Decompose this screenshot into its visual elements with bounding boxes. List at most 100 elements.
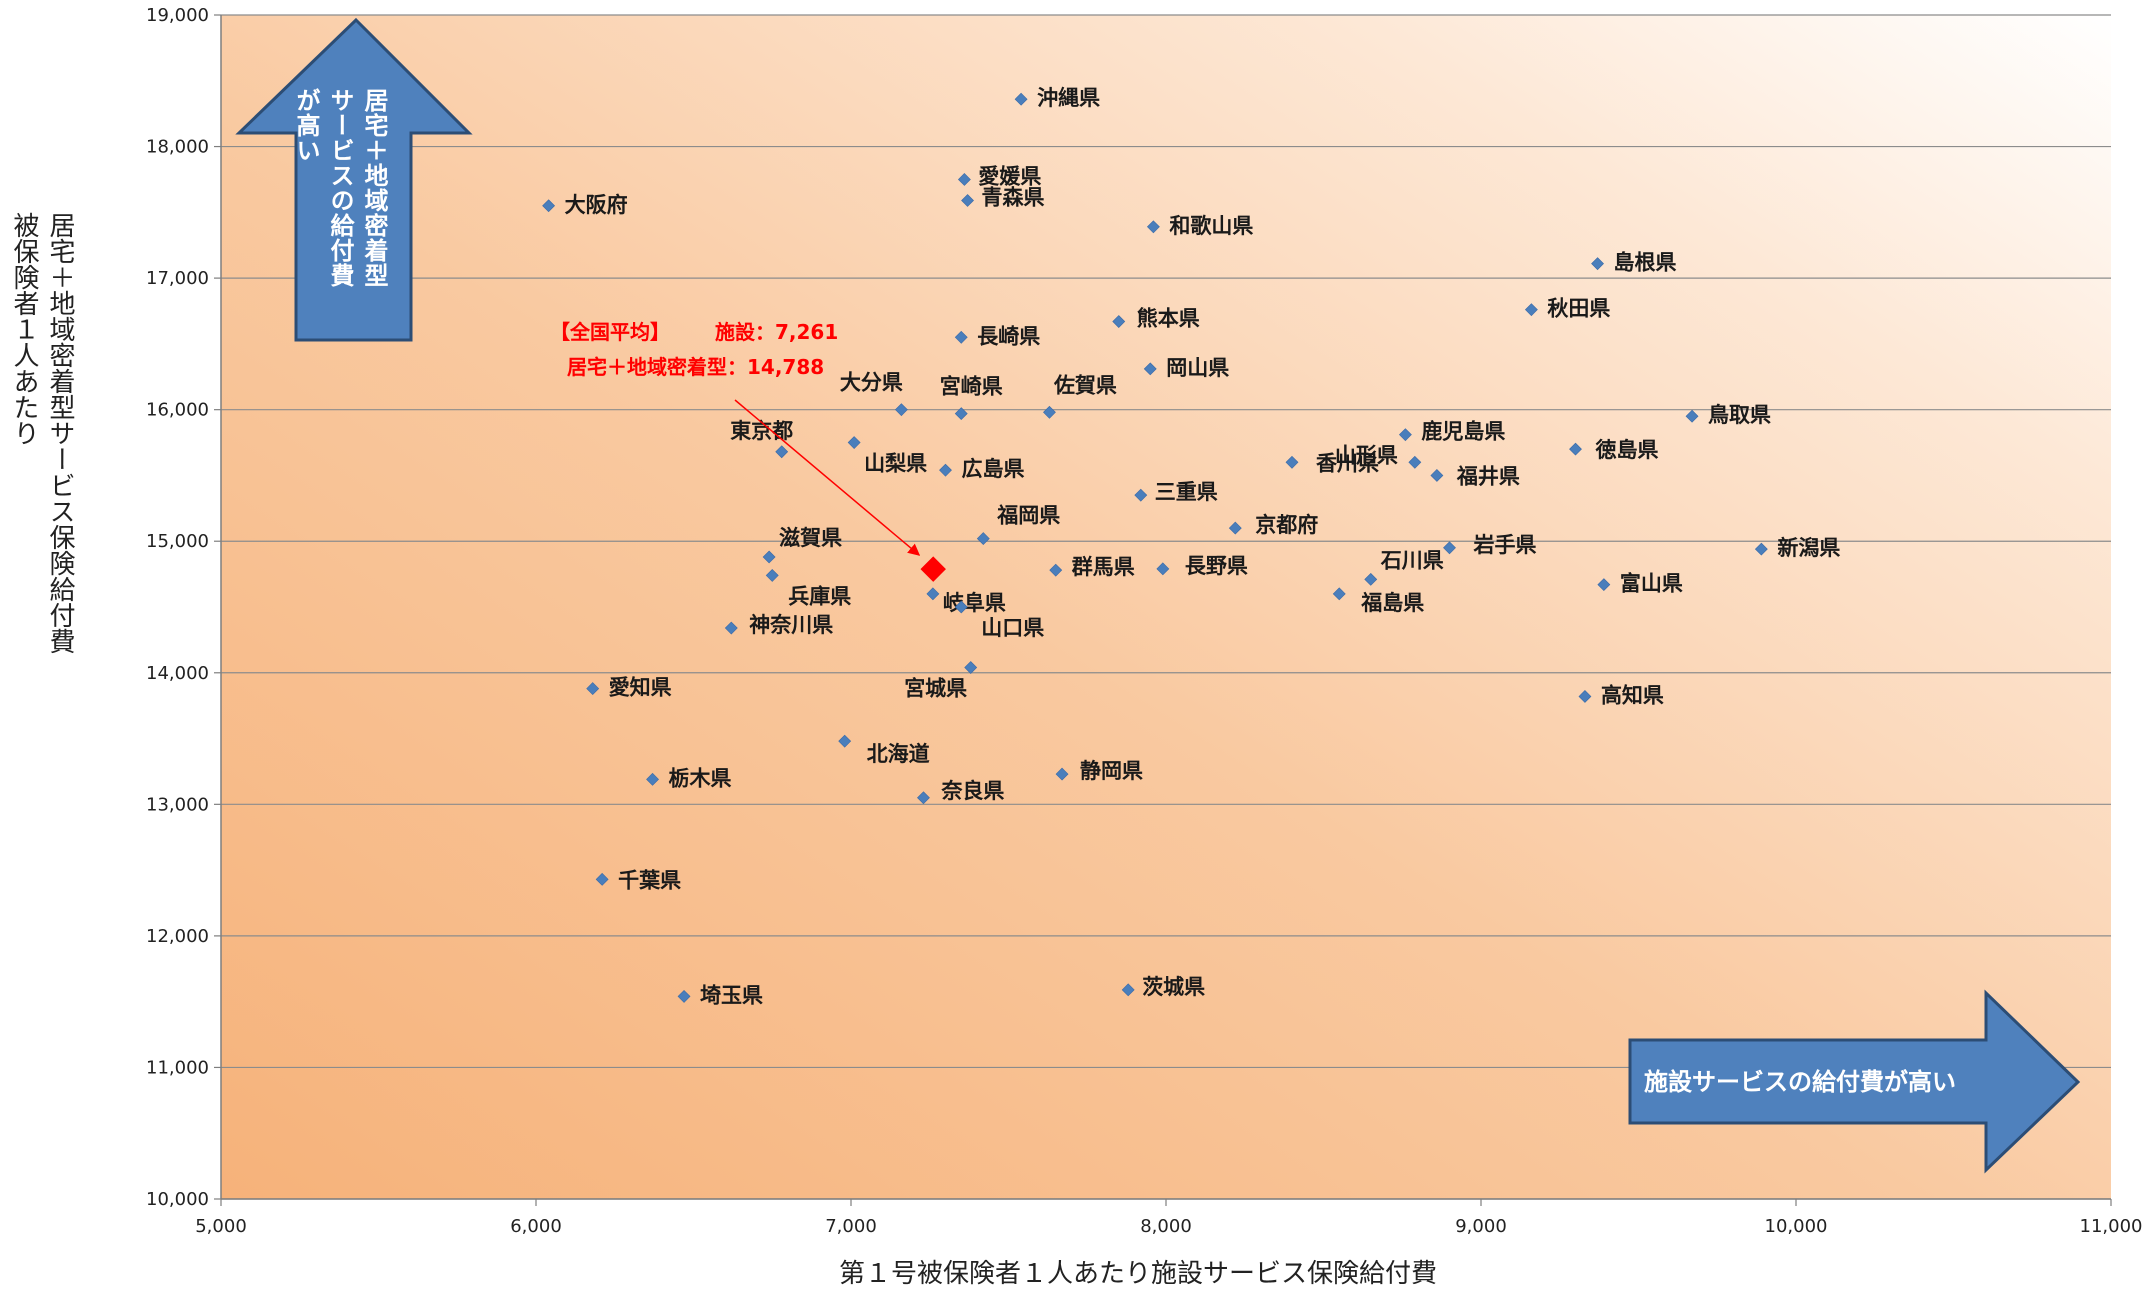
- data-point: [586, 682, 600, 695]
- y-axis-ticks: 10,000 11,000 12,000 13,000 14,000 15,000 16,0…: [146, 5, 221, 1210]
- point-label: 宮崎県: [940, 375, 1003, 399]
- data-point: [1754, 542, 1768, 556]
- y-tick-label: 17,000: [146, 268, 209, 289]
- x-tick-label: 9,000: [1455, 1216, 1507, 1237]
- x-tick-label: 10,000: [1765, 1216, 1828, 1237]
- point-label: 福岡県: [996, 504, 1060, 528]
- x-tick-label: 11,000: [2080, 1216, 2143, 1237]
- right-arrow-shape: [1628, 989, 2081, 1174]
- data-point: [1146, 220, 1160, 234]
- up-arrow-text-line: が高い: [292, 87, 320, 163]
- data-point: [542, 199, 556, 213]
- y-tick-label: 19,000: [146, 5, 209, 26]
- point-label: 沖縄県: [1037, 86, 1100, 110]
- data-point: [1055, 767, 1069, 781]
- data-point: [939, 463, 952, 477]
- x-tick-label: 5,000: [195, 1216, 247, 1237]
- point-label: 愛媛県: [978, 164, 1041, 188]
- point-label: 秋田県: [1547, 297, 1610, 321]
- y-tick-label: 12,000: [146, 926, 209, 947]
- point-label: 佐賀県: [1053, 373, 1117, 397]
- up-arrow-text-line: サービスの給付費: [326, 88, 354, 288]
- y-tick-label: 13,000: [146, 794, 209, 815]
- point-label: 群馬県: [1072, 555, 1135, 579]
- point-label: 茨城県: [1142, 975, 1205, 999]
- data-point: [1043, 405, 1056, 419]
- x-tick-label: 7,000: [825, 1216, 877, 1237]
- average-line1: 施設：7,261: [715, 320, 838, 344]
- point-label: 岐阜県: [943, 591, 1006, 615]
- data-point: [595, 872, 609, 886]
- average-leader-line: [734, 399, 921, 556]
- data-point: [957, 173, 971, 186]
- point-label: 鹿児島県: [1421, 420, 1505, 444]
- point-label: 埼玉県: [700, 983, 763, 1007]
- point-label: 三重県: [1155, 480, 1218, 504]
- national-average-annotation: 【全国平均】 施設：7,261 居宅＋地域密着型：14,788: [550, 320, 946, 582]
- data-point: [1430, 469, 1444, 482]
- point-label: 和歌山県: [1169, 214, 1253, 238]
- data-point: [1443, 541, 1456, 555]
- point-label: 石川県: [1380, 548, 1444, 572]
- y-axis-title-line1: 居宅＋地域密着型サービス保険給付費: [45, 212, 75, 654]
- x-tick-label: 6,000: [510, 1216, 562, 1237]
- data-point: [1143, 362, 1157, 376]
- data-point: [964, 661, 978, 674]
- data-point: [917, 791, 930, 805]
- data-point: [1285, 455, 1299, 469]
- right-arrow-text: 施設サービスの給付費が高い: [1644, 1068, 1956, 1096]
- data-point: [677, 989, 691, 1003]
- point-label: 千葉県: [618, 868, 681, 892]
- point-label: 神奈川県: [749, 613, 833, 637]
- point-label: 長野県: [1185, 554, 1248, 578]
- data-point: [954, 407, 968, 421]
- data-point: [954, 600, 968, 614]
- point-label: 徳島県: [1595, 438, 1659, 462]
- data-point: [1121, 983, 1135, 997]
- point-label: 鳥取県: [1708, 403, 1771, 427]
- data-point: [646, 772, 659, 786]
- point-label: 山形県: [1335, 443, 1398, 467]
- up-arrow-text-line: 居宅＋地域密着型: [360, 88, 388, 288]
- point-label: 山梨県: [864, 452, 927, 476]
- plot-background: [221, 15, 2111, 1199]
- gridlines: [221, 14, 2111, 1200]
- data-point: [954, 330, 968, 344]
- point-label: 山口県: [981, 616, 1044, 640]
- y-tick-label: 10,000: [146, 1189, 209, 1210]
- data-point: [894, 403, 908, 417]
- y-tick-label: 18,000: [146, 137, 209, 158]
- x-tick-label: 8,000: [1140, 1216, 1192, 1237]
- data-point: [926, 587, 940, 601]
- point-label: 滋賀県: [779, 526, 842, 550]
- data-point: [724, 621, 738, 635]
- data-point: [762, 550, 776, 564]
- right-arrow-annotation: 施設サービスの給付費が高い: [1628, 989, 2081, 1174]
- y-tick-label: 14,000: [146, 663, 209, 684]
- data-point: [1364, 572, 1378, 586]
- data-point: [1398, 428, 1412, 442]
- point-label: 大分県: [840, 371, 903, 395]
- data-point: [765, 569, 779, 582]
- data-point: [1134, 488, 1148, 502]
- point-label: 熊本県: [1137, 307, 1200, 331]
- data-point: [1049, 563, 1063, 577]
- point-label: 島根県: [1614, 251, 1677, 275]
- point-label: 京都府: [1255, 513, 1318, 537]
- point-label: 兵庫県: [788, 584, 851, 608]
- y-tick-label: 11,000: [146, 1057, 209, 1078]
- point-label: 岩手県: [1473, 533, 1537, 557]
- average-line2: 居宅＋地域密着型：14,788: [567, 355, 824, 379]
- point-label: 青森県: [982, 185, 1045, 209]
- point-label: 高知県: [1601, 683, 1664, 707]
- point-label: 大阪府: [565, 193, 628, 217]
- y-tick-label: 16,000: [146, 400, 209, 421]
- data-point: [1228, 521, 1242, 535]
- data-point: [1569, 442, 1582, 456]
- point-label: 宮城県: [904, 677, 967, 701]
- data-point: [1332, 587, 1346, 601]
